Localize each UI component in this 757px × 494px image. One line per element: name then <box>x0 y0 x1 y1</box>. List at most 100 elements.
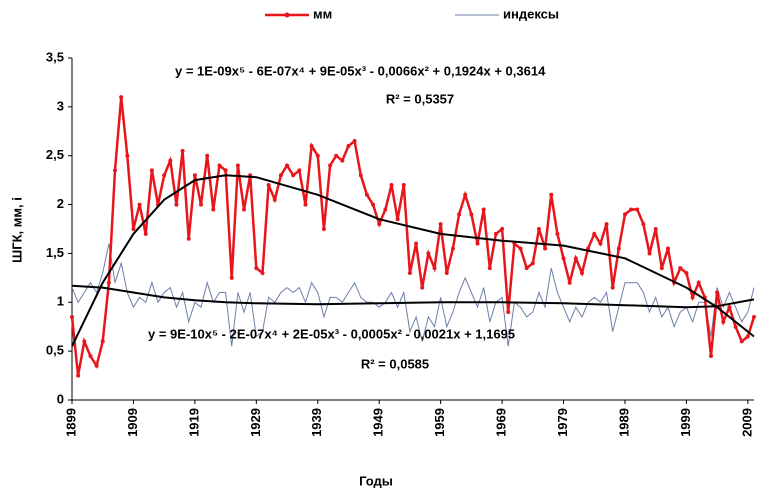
data-point <box>493 231 498 236</box>
y-tick-label: 1 <box>57 294 64 309</box>
data-point <box>536 227 541 231</box>
data-point <box>715 290 720 295</box>
data-point <box>100 339 105 344</box>
data-point <box>70 314 74 319</box>
data-point <box>573 256 578 261</box>
data-point <box>377 222 382 227</box>
data-point <box>199 202 204 207</box>
y-tick-label: 0,5 <box>46 343 64 358</box>
data-point <box>321 227 326 231</box>
data-point <box>752 314 756 319</box>
data-point <box>444 270 449 275</box>
data-point <box>659 266 664 271</box>
data-point <box>174 202 179 207</box>
x-tick-label: 1969 <box>494 408 509 437</box>
x-tick-label: 1959 <box>432 408 447 437</box>
data-point <box>635 207 640 212</box>
data-point <box>352 139 357 144</box>
legend-label: мм <box>313 6 332 21</box>
y-tick-label: 0 <box>57 391 64 406</box>
x-tick-label: 1909 <box>125 408 140 437</box>
data-point <box>266 183 271 188</box>
data-point <box>186 236 191 241</box>
data-point <box>678 266 683 271</box>
data-point <box>481 207 486 212</box>
data-point <box>414 241 419 246</box>
data-point <box>340 158 345 163</box>
data-point <box>334 153 339 158</box>
y-tick-label: 3 <box>57 98 64 113</box>
series-line <box>70 96 756 376</box>
data-point <box>506 310 511 315</box>
data-point <box>315 153 320 158</box>
data-point <box>235 163 240 168</box>
data-point <box>426 251 431 256</box>
data-point <box>690 295 695 300</box>
x-tick-label: 1939 <box>309 408 324 437</box>
y-tick-label: 3,5 <box>46 49 64 64</box>
data-point <box>629 207 634 212</box>
x-tick-label: 2009 <box>739 408 754 437</box>
data-point <box>524 266 529 271</box>
x-tick-label: 1989 <box>616 408 631 437</box>
data-point <box>733 324 738 329</box>
data-point <box>647 251 652 256</box>
data-point <box>739 339 744 344</box>
data-point <box>272 197 277 202</box>
data-point <box>432 266 437 271</box>
data-point <box>149 168 154 173</box>
data-point <box>119 95 124 100</box>
data-point <box>463 192 468 197</box>
data-point <box>254 266 259 271</box>
data-point <box>610 285 615 290</box>
data-point <box>168 158 173 163</box>
data-point <box>745 334 750 339</box>
data-point <box>653 227 658 231</box>
data-point <box>162 173 167 178</box>
data-point <box>450 246 455 251</box>
data-point <box>395 217 400 222</box>
data-point <box>530 261 535 266</box>
data-point <box>401 183 406 188</box>
data-point <box>82 339 87 344</box>
data-point <box>616 246 621 251</box>
annotation: y = 1E-09x⁵ - 6E-07x⁴ + 9E-05x³ - 0,0066… <box>175 63 546 78</box>
data-point <box>278 173 283 178</box>
data-point <box>143 231 148 236</box>
data-point <box>285 163 290 168</box>
data-point <box>383 207 388 212</box>
x-tick-label: 1899 <box>63 408 78 437</box>
trendline <box>71 174 755 347</box>
y-tick-label: 2,5 <box>46 147 64 162</box>
x-tick-label: 1949 <box>371 408 386 437</box>
data-point <box>457 212 462 217</box>
data-point <box>475 241 480 246</box>
data-point <box>346 143 351 148</box>
data-point <box>696 280 701 285</box>
annotation: R² = 0,5357 <box>386 91 454 106</box>
annotation: R² = 0,0585 <box>361 356 429 371</box>
series-line <box>71 243 755 347</box>
data-point <box>438 222 443 227</box>
x-tick-label: 1929 <box>248 408 263 437</box>
data-point <box>192 173 197 178</box>
data-point <box>543 246 548 251</box>
data-point <box>328 163 333 168</box>
data-point <box>205 153 210 158</box>
data-point <box>137 202 142 207</box>
trendline <box>71 284 755 309</box>
data-point <box>708 354 713 359</box>
data-point <box>622 212 627 217</box>
data-point <box>721 319 726 324</box>
data-point <box>76 373 81 378</box>
data-point <box>487 266 492 271</box>
data-point <box>518 246 523 251</box>
y-tick-label: 2 <box>57 196 64 211</box>
data-point <box>389 183 394 188</box>
data-point <box>291 173 296 178</box>
data-point <box>665 246 670 251</box>
data-point <box>113 168 118 173</box>
data-point <box>217 163 222 168</box>
data-point <box>549 192 554 197</box>
